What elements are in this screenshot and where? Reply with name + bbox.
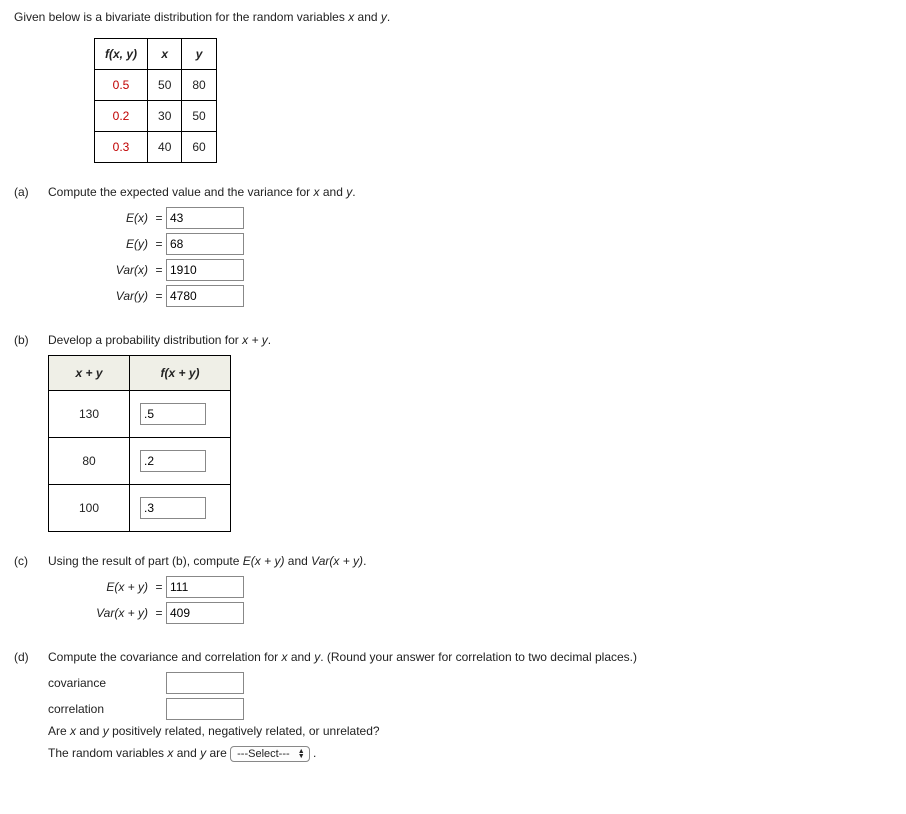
var-y-label: Var(y) bbox=[116, 289, 148, 303]
table-row: 0.3 40 60 bbox=[95, 132, 217, 163]
f-100-input[interactable] bbox=[140, 497, 206, 519]
part-b-prompt: Develop a probability distribution for x… bbox=[48, 333, 892, 347]
e-y-label: E(y) bbox=[126, 237, 148, 251]
table-row: 80 bbox=[49, 438, 231, 485]
col-header-x: x bbox=[148, 39, 182, 70]
f-80-input[interactable] bbox=[140, 450, 206, 472]
covariance-label: covariance bbox=[48, 676, 152, 690]
xy-dist-table: x + y f(x + y) 130 80 100 bbox=[48, 355, 231, 532]
part-d-question: Are x and y positively related, negative… bbox=[48, 724, 892, 738]
table-row: 130 bbox=[49, 391, 231, 438]
correlation-input[interactable] bbox=[166, 698, 244, 720]
col-header-y: y bbox=[182, 39, 216, 70]
e-xy-label: E(x + y) bbox=[106, 580, 148, 594]
var-y-input[interactable] bbox=[166, 285, 244, 307]
chevron-up-down-icon: ▲▼ bbox=[298, 749, 305, 759]
col-header-xy: x + y bbox=[49, 356, 130, 391]
f-130-input[interactable] bbox=[140, 403, 206, 425]
part-a-label: (a) bbox=[14, 185, 48, 199]
part-d-label: (d) bbox=[14, 650, 48, 664]
e-xy-input[interactable] bbox=[166, 576, 244, 598]
table-row: 100 bbox=[49, 485, 231, 532]
e-x-input[interactable] bbox=[166, 207, 244, 229]
part-c-label: (c) bbox=[14, 554, 48, 568]
bivariate-table: f(x, y) x y 0.5 50 80 0.2 30 50 0.3 40 6… bbox=[94, 38, 217, 163]
table-row: 0.2 30 50 bbox=[95, 101, 217, 132]
var-xy-input[interactable] bbox=[166, 602, 244, 624]
col-header-fxy: f(x, y) bbox=[95, 39, 148, 70]
part-b-label: (b) bbox=[14, 333, 48, 347]
relation-select[interactable]: ---Select--- ▲▼ bbox=[230, 746, 310, 762]
e-x-label: E(x) bbox=[126, 211, 148, 225]
var-x-label: Var(x) bbox=[116, 263, 148, 277]
correlation-label: correlation bbox=[48, 702, 152, 716]
table-row: 0.5 50 80 bbox=[95, 70, 217, 101]
part-a-prompt: Compute the expected value and the varia… bbox=[48, 185, 892, 199]
part-d-prompt: Compute the covariance and correlation f… bbox=[48, 650, 892, 664]
col-header-fxy2: f(x + y) bbox=[130, 356, 231, 391]
part-d-answer-line: The random variables x and y are ---Sele… bbox=[48, 746, 892, 762]
part-c-prompt: Using the result of part (b), compute E(… bbox=[48, 554, 892, 568]
var-xy-label: Var(x + y) bbox=[96, 606, 148, 620]
e-y-input[interactable] bbox=[166, 233, 244, 255]
var-x-input[interactable] bbox=[166, 259, 244, 281]
intro-text: Given below is a bivariate distribution … bbox=[14, 10, 892, 24]
covariance-input[interactable] bbox=[166, 672, 244, 694]
